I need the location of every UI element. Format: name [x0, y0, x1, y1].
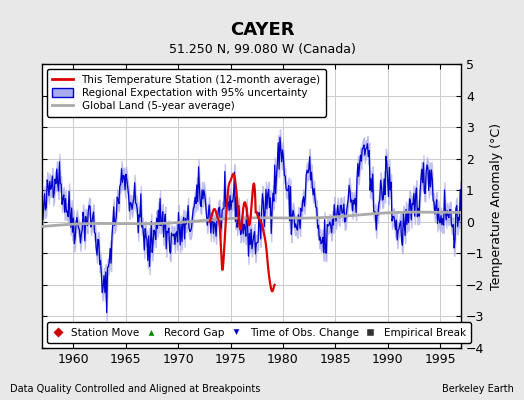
Text: Data Quality Controlled and Aligned at Breakpoints: Data Quality Controlled and Aligned at B… [10, 384, 261, 394]
Text: CAYER: CAYER [230, 21, 294, 39]
Text: 51.250 N, 99.080 W (Canada): 51.250 N, 99.080 W (Canada) [169, 44, 355, 56]
Text: Berkeley Earth: Berkeley Earth [442, 384, 514, 394]
Legend: Station Move, Record Gap, Time of Obs. Change, Empirical Break: Station Move, Record Gap, Time of Obs. C… [47, 322, 471, 343]
Y-axis label: Temperature Anomaly (°C): Temperature Anomaly (°C) [490, 122, 503, 290]
